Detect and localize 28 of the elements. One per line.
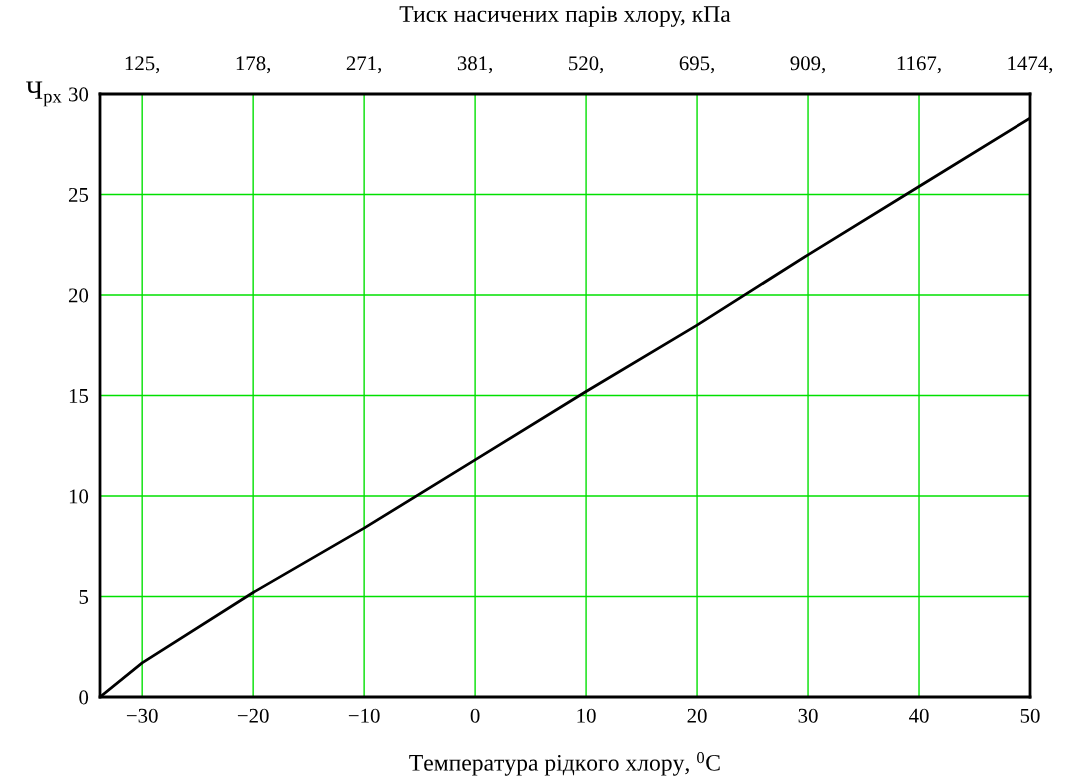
y-tick-label: 15	[69, 388, 89, 403]
y-tick-label: 0	[79, 690, 89, 705]
x-tick-label: −10	[348, 708, 380, 723]
text: 271,	[346, 56, 382, 74]
x-axis-title: Температура рідкого хлору, $^{0}$C	[409, 752, 720, 776]
x-tick-label: 0	[470, 708, 480, 723]
text: 1167,	[897, 56, 941, 74]
y-axis-title: Ч$_{рх}$	[26, 81, 62, 107]
text: 695,	[679, 56, 714, 74]
x-tick-label: 30	[798, 708, 818, 723]
chart-title: Тиск насичених парів хлору, кПа	[399, 6, 731, 27]
y-tick-label: 30	[69, 87, 89, 102]
y-tick-label: 5	[79, 590, 89, 604]
x-tick-label: 40	[909, 708, 929, 723]
text: 381,	[457, 56, 493, 74]
x-tick-label: −20	[237, 708, 269, 723]
y-tick-label: 25	[68, 187, 89, 202]
x-tick-label: 10	[577, 708, 596, 723]
text: 520,	[569, 56, 603, 74]
text: 909,	[790, 56, 825, 74]
x-tick-label: 50	[1020, 708, 1040, 723]
text: 178,	[236, 56, 271, 74]
y-tick-label: 20	[68, 288, 89, 303]
x-tick-label: 20	[687, 708, 707, 723]
y-tick-label: 10	[69, 489, 89, 504]
text: 1474,	[1008, 56, 1053, 74]
text: 125,	[125, 56, 160, 74]
x-tick-label: −30	[126, 708, 158, 723]
